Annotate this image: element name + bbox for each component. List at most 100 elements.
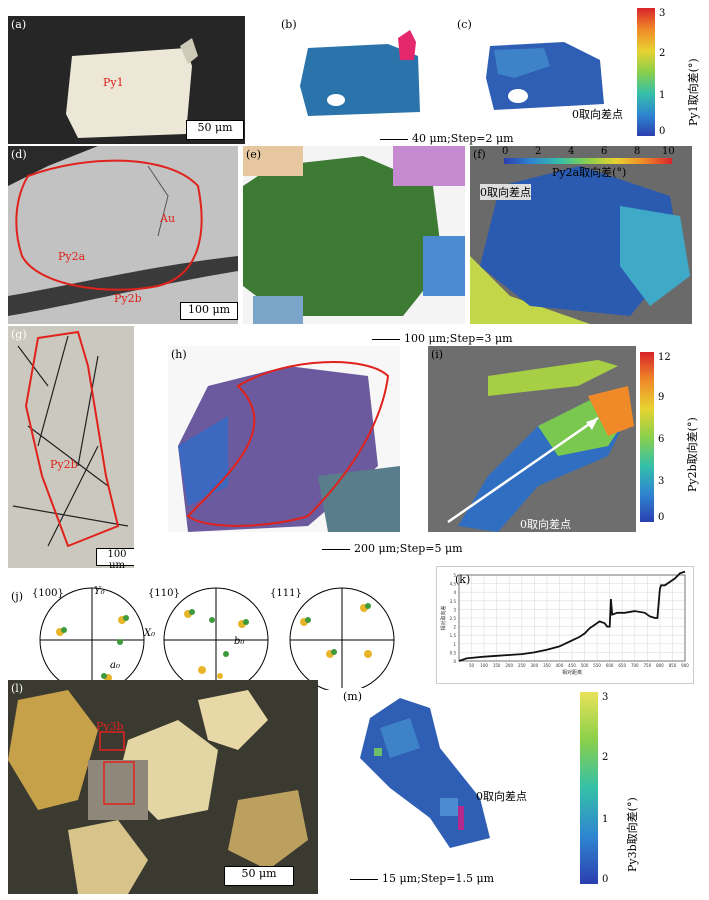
- panel-label: (i): [431, 348, 444, 361]
- panel-label: (k): [455, 573, 471, 586]
- pole-label-100: {100}: [32, 588, 64, 599]
- panel-d: (d) Au Py2a Py2b 100 μm: [8, 146, 238, 324]
- ebsd-map-h: [168, 346, 400, 532]
- zero-point-label: 0取向差点: [520, 518, 571, 531]
- panel-l: (l) Py3b 50 μm: [8, 680, 318, 894]
- pole-figure-110: [163, 587, 269, 690]
- panel-label: (d): [11, 148, 27, 161]
- misorientation-map-f: [470, 146, 692, 324]
- x-tick-label: 900: [681, 663, 689, 668]
- y-tick-label: 4.5: [450, 582, 457, 587]
- x-tick-label: 50: [469, 663, 475, 668]
- panel-label: (f): [473, 148, 486, 161]
- panel-g: (g) Py2b 100 μm: [8, 326, 134, 568]
- caption-row5: 15 μm;Step=1.5 μm: [350, 872, 494, 885]
- x-tick-label: 300: [531, 663, 539, 668]
- pole-figures: [39, 587, 395, 690]
- panel-label: (l): [11, 682, 24, 695]
- x-tick-label: 650: [618, 663, 626, 668]
- pyrite-image-d: [8, 146, 238, 324]
- x-tick-label: 550: [593, 663, 601, 668]
- panel-label: (b): [281, 18, 297, 31]
- panel-label: (h): [171, 348, 187, 361]
- panel-a: (a) Py1 50 μm: [8, 16, 245, 144]
- y-tick-label: 1.5: [450, 633, 457, 638]
- scale-bar: 50 μm: [224, 866, 294, 886]
- zero-point-label: 0取向差点: [572, 108, 623, 121]
- y-tick-label: 2.5: [450, 616, 457, 621]
- axis-a0: a₀: [110, 660, 120, 671]
- y-tick-label: 3.5: [450, 599, 457, 604]
- x-tick-label: 850: [669, 663, 677, 668]
- x-tick-label: 750: [644, 663, 652, 668]
- pyrite-image-g: [8, 326, 134, 568]
- panel-e: (e): [243, 146, 465, 324]
- pole-label-110: {110}: [148, 588, 180, 599]
- colorbar-py2a: 0 2 4 6 8 10 Py2a取向差(°): [502, 146, 675, 179]
- axis-x0: X₀: [144, 628, 156, 639]
- panel-label: (a): [11, 18, 27, 31]
- mineral-label-py2b: Py2b: [114, 292, 142, 305]
- ore-image-l: [8, 680, 318, 894]
- panel-label: (j): [11, 590, 23, 603]
- misorientation-map-m: [360, 698, 490, 848]
- x-tick-label: 800: [656, 663, 664, 668]
- colorbar-py2b: 12 9 6 3 0 Py2b取向差(°): [640, 352, 706, 526]
- panel-label: (m): [343, 690, 363, 703]
- colorbar-py3b: 3 2 1 0 Py3b取向差(°): [580, 692, 646, 888]
- caption-row2: 100 μm;Step=3 μm: [372, 332, 513, 345]
- x-tick-label: 250: [518, 663, 526, 668]
- panel-k: (k) 0 0.5 1 1.5 2 2.5 3 3.5 4 4.5 5 50 100 150 200 250 3…: [436, 566, 694, 684]
- plot-frame: [458, 574, 686, 662]
- panel-h: (h): [168, 346, 400, 532]
- pole-figure-111: [289, 587, 395, 690]
- colorbar-gradient: [580, 692, 598, 884]
- y-tick-label: 1: [453, 642, 456, 647]
- misorientation-map-c: [486, 42, 604, 110]
- x-tick-label: 400: [556, 663, 564, 668]
- scale-bar: 100 μm: [180, 302, 238, 320]
- x-tick-label: 150: [493, 663, 501, 668]
- y-tick-label: 0: [453, 659, 456, 664]
- mineral-label-py2b: Py2b: [50, 458, 78, 471]
- zero-point-label: 0取向差点: [476, 790, 527, 803]
- mineral-label-py1: Py1: [103, 76, 124, 89]
- scale-bar: 50 μm: [186, 120, 244, 140]
- pyrite-grain-image: [66, 38, 198, 138]
- x-tick-label: 200: [505, 663, 513, 668]
- y-tick-label: 2: [453, 625, 456, 630]
- colorbar-title: Py2a取向差(°): [552, 166, 627, 179]
- mineral-label-au: Au: [160, 212, 176, 225]
- panel-label: (c): [457, 18, 472, 31]
- pole-label-111: {111}: [270, 588, 302, 599]
- panel-b: (b): [278, 16, 430, 128]
- colorbar-title: Py2b取向差(°): [686, 417, 699, 492]
- panel-label: (e): [246, 148, 262, 161]
- mineral-label-py3b: Py3b: [96, 720, 124, 733]
- axis-y0: Y₀: [94, 586, 105, 597]
- panel-m: (m) 0取向差点: [340, 688, 560, 858]
- x-tick-label: 600: [606, 663, 614, 668]
- panel-j: (j) {100} {110} {111} Y₀ X₀ a₀ b₀: [8, 580, 422, 690]
- colorbar-py1: 3 2 1 0 Py1取向差(°): [637, 8, 703, 140]
- panel-f: (f) 0 2 4 6 8 10 Py2a取向差(°) 0取向差点: [470, 146, 692, 324]
- y-tick-label: 0.5: [450, 650, 457, 655]
- scale-bar: 100 μm: [96, 548, 134, 568]
- panel-i: (i) 0取向差点: [428, 346, 636, 532]
- colorbar-gradient: [504, 158, 672, 164]
- misorientation-map-i: [428, 346, 636, 532]
- caption-row1: 40 μm;Step=2 μm: [380, 132, 514, 145]
- colorbar-gradient: [640, 352, 654, 522]
- axis-b0: b₀: [234, 636, 245, 647]
- x-tick-label: 450: [568, 663, 576, 668]
- ebsd-map-e: [243, 146, 465, 324]
- series-line: [458, 570, 686, 662]
- colorbar-gradient: [637, 8, 655, 136]
- mineral-label-py2a: Py2a: [58, 250, 86, 263]
- y-tick-label: 3: [453, 607, 456, 612]
- y-tick-label: 4: [453, 590, 456, 595]
- pole-figure-100: [39, 587, 145, 690]
- x-tick-label: 100: [480, 663, 488, 668]
- zero-point-label: 0取向差点: [480, 184, 531, 200]
